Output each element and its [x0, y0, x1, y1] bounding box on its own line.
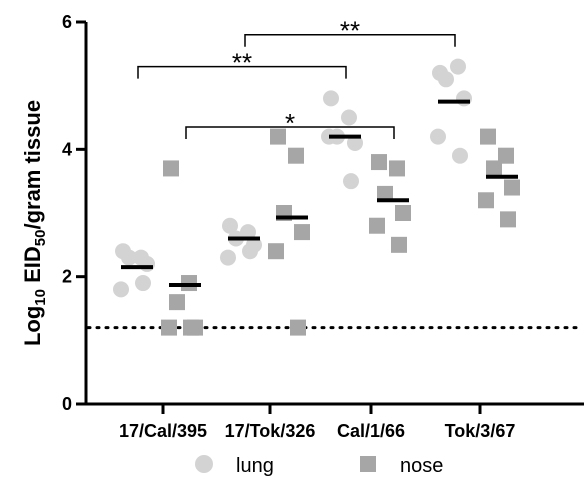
lung-point — [450, 58, 466, 75]
x-tick-label: 17/Cal/395 — [119, 421, 207, 441]
nose-point — [288, 147, 304, 164]
y-tick-label: 4 — [62, 139, 72, 159]
nose-point — [294, 224, 310, 241]
mean-lines — [121, 99, 518, 287]
y-axis-label-subscript: 10 — [32, 289, 49, 306]
x-tick-label: Cal/1/66 — [337, 421, 405, 441]
legend: lung nose — [195, 455, 443, 477]
nose-point — [268, 243, 284, 260]
lung-point — [438, 71, 454, 88]
lung-point — [139, 255, 155, 272]
significance-brackets: ***** — [137, 16, 456, 140]
legend-marker-nose — [360, 456, 376, 472]
nose-point — [161, 319, 177, 336]
y-axis-label-subscript: 50 — [32, 230, 49, 247]
lung-point — [343, 173, 359, 190]
y-axis-label-part: EID — [20, 246, 45, 289]
lung-point — [242, 243, 258, 260]
nose-point — [500, 211, 516, 228]
lung-point — [121, 249, 137, 266]
legend-label-nose: nose — [400, 455, 443, 477]
significance-label: ** — [232, 48, 252, 78]
legend-marker-lung — [195, 455, 213, 473]
significance-bracket — [185, 126, 395, 140]
y-tick-label: 0 — [62, 394, 72, 414]
nose-point — [169, 294, 185, 311]
lung-point — [220, 249, 236, 266]
significance-bracket — [137, 65, 347, 79]
significance-label: ** — [340, 16, 360, 46]
lung-point — [240, 224, 256, 241]
lung-point — [347, 134, 363, 151]
data-points — [113, 58, 520, 336]
legend-label-lung: lung — [236, 455, 274, 477]
x-tick-label: 17/Tok/326 — [225, 421, 316, 441]
nose-point — [163, 160, 179, 177]
lung-point — [222, 217, 238, 234]
nose-point — [498, 147, 514, 164]
nose-point — [369, 217, 385, 234]
lung-point — [341, 109, 357, 126]
lung-point — [113, 281, 129, 298]
nose-point — [290, 319, 306, 336]
lung-point — [135, 275, 151, 292]
nose-point — [395, 205, 411, 221]
nose-point — [391, 236, 407, 253]
x-tick-label: Tok/3/67 — [445, 421, 516, 441]
nose-point — [504, 179, 520, 196]
nose-point — [371, 154, 387, 171]
nose-point — [480, 128, 496, 145]
nose-point — [377, 185, 393, 202]
nose-point — [478, 192, 494, 209]
nose-point — [389, 160, 405, 177]
significance-label: * — [285, 108, 295, 138]
lung-point — [452, 147, 468, 164]
y-tick-label: 6 — [62, 12, 72, 32]
nose-point — [270, 128, 286, 145]
lung-point — [430, 128, 446, 145]
nose-point — [183, 319, 199, 336]
y-axis-label-part: Log — [20, 306, 45, 346]
y-axis-label-part: /gram tissue — [20, 100, 45, 230]
lung-point — [323, 90, 339, 107]
y-axis-label: Log10 EID50/gram tissue — [20, 100, 49, 346]
lung-point — [456, 90, 472, 107]
y-tick-label: 2 — [62, 267, 72, 287]
significance-bracket — [244, 33, 456, 47]
nose-point — [486, 160, 502, 177]
